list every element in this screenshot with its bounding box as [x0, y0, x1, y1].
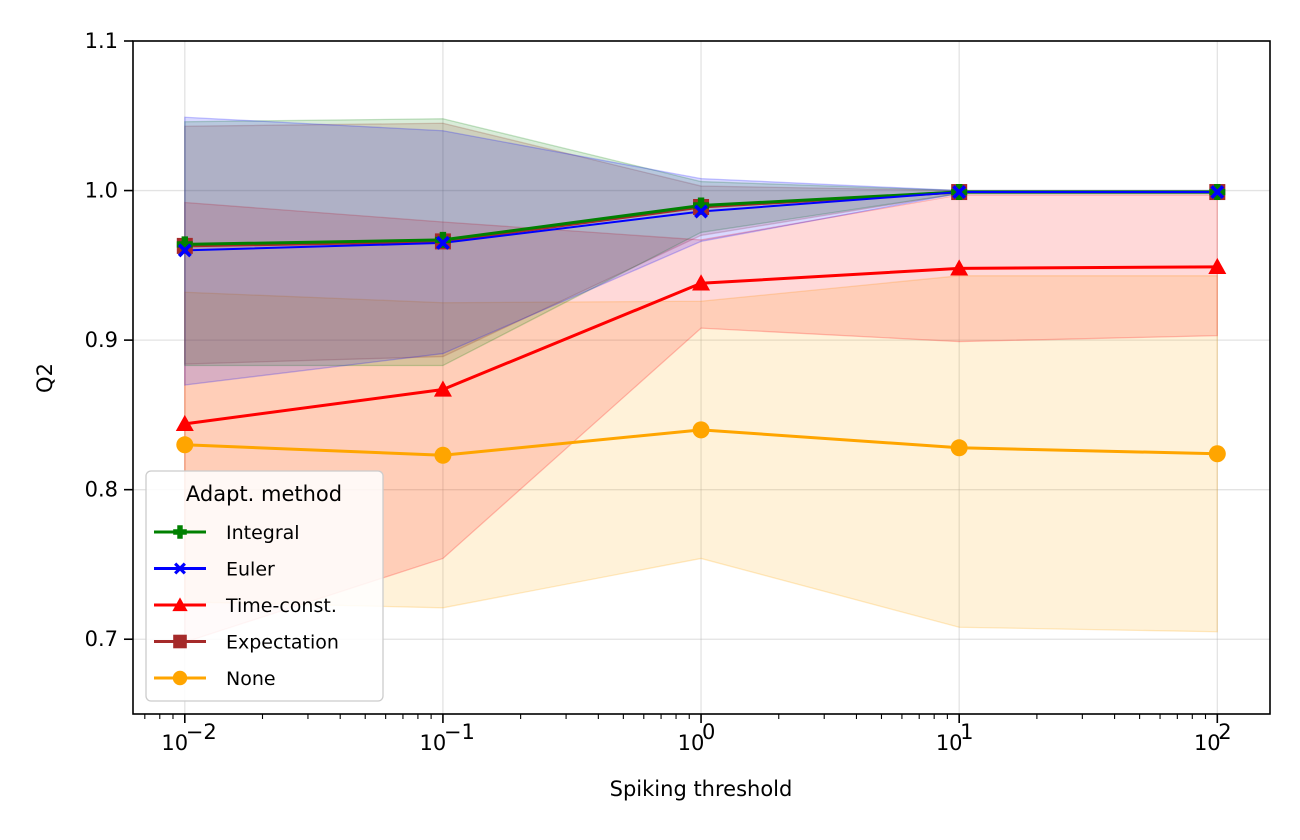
- x-tick-exponent-0: −2: [186, 720, 217, 744]
- y-tick-label-2: 0.9: [85, 328, 118, 352]
- y-tick-label-4: 1.1: [85, 29, 118, 53]
- point-euler-2: [694, 204, 709, 219]
- point-none-1: [434, 446, 452, 464]
- legend-title: Adapt. method: [186, 482, 342, 506]
- point-time-const-1: [433, 380, 452, 397]
- legend: Adapt. method Integral Euler Time-const. Ex…: [145, 470, 384, 702]
- legend-label-none: None: [226, 668, 276, 690]
- point-integral-0: [176, 236, 193, 253]
- y-tick-label-0: 0.7: [85, 627, 118, 651]
- x-tick-exponent-3: 1: [960, 720, 973, 744]
- legend-marker-expectation: [173, 634, 187, 649]
- legend-label-euler: Euler: [226, 559, 275, 581]
- point-time-const-3: [950, 259, 969, 276]
- series-markers: [175, 184, 1227, 464]
- x-tick-label-0: 10: [161, 731, 188, 755]
- y-axis-label: Q2: [33, 363, 57, 393]
- point-euler-1: [435, 235, 450, 250]
- point-euler-3: [952, 185, 967, 200]
- legend-marker-none: [172, 670, 188, 686]
- point-none-0: [176, 436, 194, 454]
- x-tick-label-4: 10: [1194, 731, 1221, 755]
- point-time-const-2: [692, 274, 711, 291]
- point-none-2: [692, 421, 710, 439]
- legend-box: [145, 470, 384, 702]
- point-none-3: [950, 439, 968, 457]
- legend-marker-time-const: [172, 597, 188, 612]
- x-tick-exponent-2: 0: [702, 720, 715, 744]
- point-none-4: [1208, 445, 1226, 463]
- legend-label-time-const: Time-const.: [225, 595, 337, 617]
- y-tick-label-3: 1.0: [85, 179, 118, 203]
- legend-label-expectation: Expectation: [226, 632, 339, 654]
- legend-marker-euler: [174, 562, 186, 575]
- legend-label-integral: Integral: [226, 522, 300, 544]
- point-euler-4: [1210, 185, 1225, 200]
- x-tick-exponent-1: −1: [444, 720, 475, 744]
- x-tick-label-1: 10: [420, 731, 447, 755]
- point-integral-1: [434, 231, 451, 248]
- y-tick-label-1: 0.8: [85, 478, 118, 502]
- x-tick-label-2: 10: [678, 731, 705, 755]
- x-axis-label: Spiking threshold: [610, 777, 793, 801]
- point-integral-2: [693, 197, 710, 214]
- point-time-const-0: [175, 414, 194, 432]
- point-time-const-4: [1208, 257, 1227, 275]
- x-tick-label-3: 10: [936, 731, 963, 755]
- legend-marker-integral: [173, 525, 187, 539]
- point-euler-0: [177, 243, 192, 258]
- confidence-bands: [184, 116, 1218, 644]
- x-tick-exponent-4: 2: [1218, 720, 1231, 744]
